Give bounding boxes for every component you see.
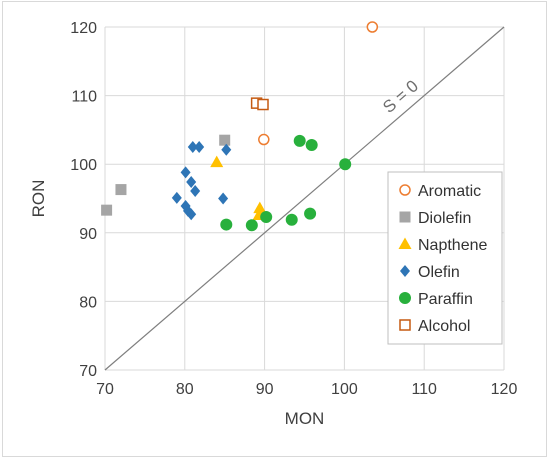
legend-label-diolefin: Diolefin [418, 210, 471, 227]
legend-label-alcohol: Alcohol [418, 318, 470, 335]
y-tick-label: 80 [79, 294, 97, 311]
legend-marker-napthene [398, 237, 412, 249]
legend-box [387, 171, 503, 345]
point-paraffin [293, 134, 306, 147]
y-axis-title: RON [29, 180, 48, 218]
series-paraffin [220, 134, 352, 232]
legend-marker-diolefin [399, 211, 411, 223]
point-diolefin [115, 184, 127, 196]
y-tick-label: 70 [79, 363, 97, 380]
legend-marker-paraffin [399, 292, 411, 304]
point-diolefin [101, 204, 113, 216]
point-aromatic [258, 133, 270, 146]
legend-label-aromatic: Aromatic [418, 183, 481, 200]
x-tick-label: 80 [176, 381, 194, 398]
data-points [101, 21, 379, 232]
point-alcohol [257, 98, 269, 111]
point-olefin [186, 176, 197, 189]
reference-line [104, 26, 505, 371]
point-paraffin [285, 213, 298, 226]
x-axis-title: MON [285, 409, 325, 428]
y-tick-label: 100 [70, 157, 97, 174]
point-paraffin [339, 158, 352, 171]
point-olefin [221, 143, 232, 156]
y-tick-label: 110 [71, 89, 97, 106]
point-olefin [186, 208, 197, 221]
gridlines [104, 26, 505, 371]
legend-marker-aromatic [399, 184, 411, 196]
point-napthene [253, 201, 267, 214]
series-diolefin [101, 134, 231, 216]
x-tick-label: 100 [331, 381, 358, 398]
legend-marker-alcohol [399, 319, 411, 331]
point-paraffin [305, 138, 318, 151]
point-paraffin [260, 211, 273, 224]
point-olefin [218, 192, 229, 205]
legend-marker-olefin [400, 265, 410, 277]
point-napthene [210, 155, 224, 168]
y-tick-label: 120 [70, 20, 97, 37]
legend-label-napthene: Napthene [418, 237, 487, 254]
point-aromatic [366, 21, 379, 33]
y-tick-label: 90 [79, 226, 97, 243]
point-diolefin [219, 134, 231, 146]
series-olefin [171, 141, 232, 221]
series-alcohol [250, 97, 269, 111]
point-olefin [180, 166, 191, 179]
x-tick-label: 90 [256, 381, 274, 398]
point-olefin [194, 141, 205, 154]
point-paraffin [304, 207, 317, 220]
tick-labels: 70 80 90 100 110 120 70 80 90 100 110 120 [70, 20, 517, 398]
point-paraffin [220, 218, 233, 231]
x-tick-label: 120 [491, 381, 518, 398]
series-aromatic [258, 21, 379, 146]
x-tick-label: 110 [411, 381, 437, 398]
x-tick-label: 70 [96, 381, 114, 398]
point-olefin [187, 141, 198, 154]
point-olefin [190, 184, 201, 197]
legend-label-paraffin: Paraffin [418, 291, 473, 308]
legend: Aromatic Diolefin Napthene Olefin Paraffin Al… [387, 171, 503, 345]
point-paraffin [245, 219, 258, 232]
point-olefin [171, 191, 182, 204]
legend-label-olefin: Olefin [418, 264, 460, 281]
